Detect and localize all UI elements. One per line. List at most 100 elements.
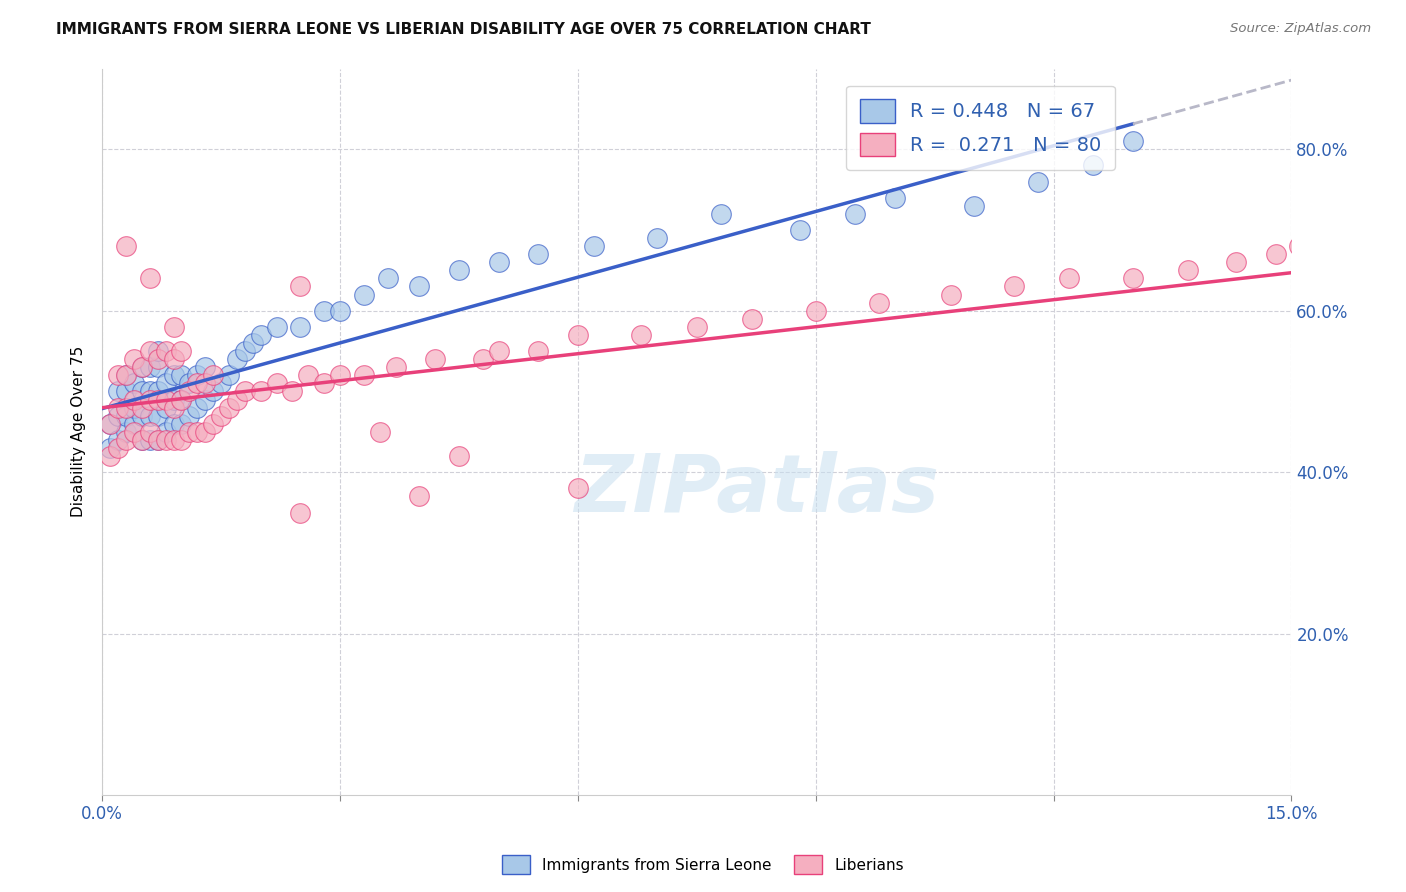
Point [266,319,288,334]
Point [1264,247,1286,261]
Point [844,207,866,221]
Point [122,392,145,407]
Point [131,433,153,447]
Point [179,409,201,423]
Point [139,409,162,423]
Point [115,368,138,383]
Point [686,319,709,334]
Point [226,392,249,407]
Point [1320,279,1343,293]
Point [146,433,169,447]
Point [139,392,162,407]
Point [194,376,217,391]
Point [107,368,129,383]
Point [290,279,312,293]
Point [186,401,208,415]
Point [582,239,605,253]
Point [314,376,336,391]
Point [1026,175,1049,189]
Point [329,368,352,383]
Point [488,344,510,359]
Point [527,247,550,261]
Point [155,392,177,407]
Point [290,319,312,334]
Point [115,401,138,415]
Point [98,449,121,463]
Point [107,441,129,455]
Point [377,271,399,285]
Point [1303,263,1326,277]
Point [353,287,375,301]
Point [186,368,208,383]
Point [789,223,811,237]
Point [107,384,129,399]
Point [194,425,217,439]
Point [488,255,510,269]
Point [162,392,184,407]
Point [567,327,589,342]
Point [139,384,162,399]
Point [115,425,138,439]
Point [218,401,240,415]
Point [1225,255,1247,269]
Point [170,433,193,447]
Point [447,449,470,463]
Point [249,327,271,342]
Point [170,392,193,407]
Point [146,409,169,423]
Point [281,384,304,399]
Point [155,344,177,359]
Point [1083,158,1105,172]
Point [162,433,184,447]
Point [155,401,177,415]
Point [226,352,249,367]
Point [1122,134,1144,148]
Point [1336,295,1358,310]
Point [963,199,986,213]
Point [131,360,153,375]
Text: ZIPatlas: ZIPatlas [574,451,939,529]
Point [384,360,406,375]
Point [353,368,375,383]
Point [939,287,962,301]
Point [115,433,138,447]
Point [425,352,447,367]
Point [170,392,193,407]
Point [266,376,288,391]
Text: IMMIGRANTS FROM SIERRA LEONE VS LIBERIAN DISABILITY AGE OVER 75 CORRELATION CHAR: IMMIGRANTS FROM SIERRA LEONE VS LIBERIAN… [56,22,872,37]
Point [314,303,336,318]
Point [98,417,121,431]
Legend: R = 0.448   N = 67, R =  0.271   N = 80: R = 0.448 N = 67, R = 0.271 N = 80 [846,86,1115,169]
Point [115,409,138,423]
Y-axis label: Disability Age Over 75: Disability Age Over 75 [72,346,86,517]
Point [884,191,907,205]
Point [170,344,193,359]
Point [170,368,193,383]
Text: Source: ZipAtlas.com: Source: ZipAtlas.com [1230,22,1371,36]
Point [146,384,169,399]
Point [162,319,184,334]
Point [139,425,162,439]
Point [710,207,733,221]
Point [139,271,162,285]
Point [804,303,827,318]
Point [1059,271,1081,285]
Point [233,384,256,399]
Point [115,239,138,253]
Point [202,384,225,399]
Point [122,376,145,391]
Point [115,368,138,383]
Point [567,481,589,495]
Point [179,384,201,399]
Point [202,417,225,431]
Point [233,344,256,359]
Point [131,360,153,375]
Point [139,433,162,447]
Point [329,303,352,318]
Point [1344,263,1367,277]
Point [146,392,169,407]
Point [202,368,225,383]
Point [122,417,145,431]
Point [146,433,169,447]
Point [122,425,145,439]
